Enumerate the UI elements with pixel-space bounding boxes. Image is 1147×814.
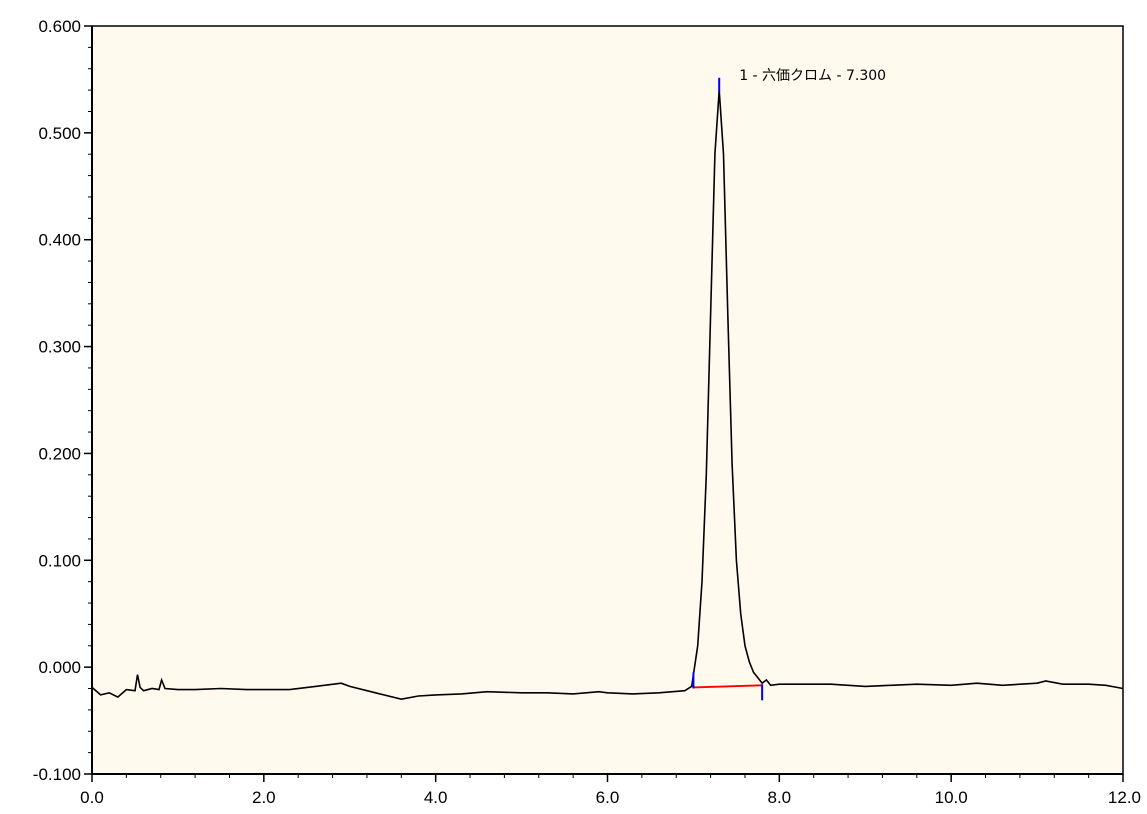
x-axis-ticks: 0.0 2.0 4.0 6.0 8.0 10.0 12.0 — [80, 774, 1141, 807]
x-tick-label: 12.0 — [1108, 788, 1141, 807]
x-tick-label: 0.0 — [80, 788, 104, 807]
y-tick-label: 0.000 — [38, 658, 81, 677]
y-axis-ticks: -0.100 0.000 0.100 0.200 0.300 0.400 0.500 0.60… — [33, 17, 92, 784]
x-tick-label: 6.0 — [596, 788, 620, 807]
y-tick-label: -0.100 — [33, 765, 81, 784]
x-tick-label: 10.0 — [935, 788, 968, 807]
y-tick-label: 0.100 — [38, 551, 81, 570]
plot-background — [92, 26, 1123, 774]
y-tick-label: 0.300 — [38, 338, 81, 357]
x-tick-label: 2.0 — [252, 788, 276, 807]
y-tick-label: 0.600 — [38, 17, 81, 36]
y-tick-label: 0.500 — [38, 124, 81, 143]
peak-markers — [692, 77, 764, 701]
x-tick-label: 8.0 — [768, 788, 792, 807]
y-tick-label: 0.200 — [38, 444, 81, 463]
peak-label: 1 - 六価クロム - 7.300 — [739, 68, 886, 84]
x-tick-label: 4.0 — [424, 788, 448, 807]
peak-baseline — [693, 684, 763, 689]
y-tick-label: 0.400 — [38, 231, 81, 250]
chromatogram-trace — [91, 90, 1124, 701]
